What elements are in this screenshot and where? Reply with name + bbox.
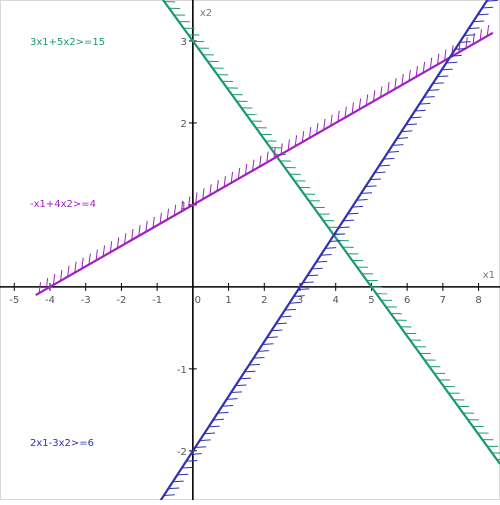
hatch-mark <box>209 426 220 427</box>
hatch-mark <box>469 28 480 29</box>
x-tick-label: 2 <box>261 295 267 306</box>
x-tick-label: 0 <box>195 295 201 306</box>
hatch-mark <box>433 83 444 84</box>
hatch-mark <box>289 303 300 304</box>
hatch-mark <box>218 412 229 413</box>
hatch-mark <box>410 117 421 118</box>
hatch-mark <box>451 55 462 56</box>
hatch-mark <box>357 200 368 201</box>
hatch-mark <box>258 351 269 352</box>
hatch-mark <box>307 275 318 276</box>
hatch-mark <box>294 296 305 297</box>
x-tick-label: 8 <box>475 295 481 306</box>
hatch-mark <box>182 467 193 468</box>
series-label: 2x1-3x2>=6 <box>30 438 94 449</box>
hatch-mark <box>164 495 175 496</box>
hatch-mark <box>437 76 448 77</box>
y-axis-label: x2 <box>200 8 212 19</box>
hatch-mark <box>442 69 453 70</box>
x-tick-label: -3 <box>81 295 91 306</box>
hatch-mark <box>253 357 264 358</box>
hatch-mark <box>245 371 256 372</box>
hatch-mark <box>339 227 350 228</box>
hatch-mark <box>343 220 354 221</box>
y-tick-label: 3 <box>180 37 186 48</box>
series-label: 3x1+5x2>=15 <box>30 37 105 48</box>
hatch-mark <box>200 440 211 441</box>
hatch-mark <box>191 454 202 455</box>
hatch-mark <box>262 344 273 345</box>
hatch-mark <box>370 179 381 180</box>
hatch-mark <box>383 158 394 159</box>
hatch-mark <box>428 90 439 91</box>
x-tick-label: -5 <box>9 295 19 306</box>
hatch-mark <box>379 165 390 166</box>
hatch-mark <box>375 172 386 173</box>
hatch-mark <box>478 14 489 15</box>
hatch-mark <box>227 399 238 400</box>
x-tick-label: -4 <box>45 295 55 306</box>
hatch-mark <box>298 289 309 290</box>
x-tick-label: -1 <box>152 295 162 306</box>
hatch-mark <box>312 268 323 269</box>
hatch-mark <box>231 392 242 393</box>
series-label: -x1+4x2>=4 <box>30 199 96 210</box>
hatch-mark <box>325 248 336 249</box>
hatch-mark <box>397 138 408 139</box>
hatch-mark <box>204 433 215 434</box>
hatch-mark <box>222 406 233 407</box>
hatch-mark <box>460 42 471 43</box>
hatch-mark <box>487 0 498 1</box>
hatch-mark <box>406 124 417 125</box>
hatch-mark <box>249 364 260 365</box>
hatch-mark <box>352 206 363 207</box>
hatch-mark <box>334 234 345 235</box>
hatch-mark <box>195 447 206 448</box>
hatch-mark <box>415 110 426 111</box>
hatch-mark <box>276 323 287 324</box>
hatch-mark <box>446 62 457 63</box>
hatch-mark <box>330 241 341 242</box>
hatch-mark <box>482 7 493 8</box>
hatch-mark <box>366 186 377 187</box>
x-tick-label: 6 <box>404 295 410 306</box>
x-tick-label: -2 <box>116 295 126 306</box>
hatch-mark <box>271 330 282 331</box>
x-tick-label: 4 <box>333 295 339 306</box>
y-tick-label: -1 <box>177 365 187 376</box>
hatch-mark <box>392 145 403 146</box>
y-tick-label: 2 <box>180 119 186 130</box>
y-tick-label: -2 <box>177 447 187 458</box>
hatch-mark <box>280 316 291 317</box>
hatch-mark <box>173 481 184 482</box>
hatch-mark <box>303 282 314 283</box>
hatch-mark <box>388 151 399 152</box>
hatch-mark <box>424 97 435 98</box>
x-axis-label: x1 <box>483 270 495 281</box>
x-tick-label: 1 <box>225 295 231 306</box>
x-tick-label: 7 <box>440 295 446 306</box>
hatch-mark <box>348 213 359 214</box>
hatch-mark <box>213 419 224 420</box>
hatch-mark <box>236 385 247 386</box>
hatch-mark <box>401 131 412 132</box>
hatch-mark <box>464 35 475 36</box>
hatch-mark <box>455 49 466 50</box>
hatch-mark <box>240 378 251 379</box>
hatch-mark <box>316 261 327 262</box>
hatch-mark <box>285 309 296 310</box>
hatch-mark <box>168 488 179 489</box>
hatch-mark <box>361 193 372 194</box>
hatch-mark <box>186 460 197 461</box>
hatch-mark <box>321 254 332 255</box>
hatch-mark <box>419 103 430 104</box>
hatch-mark <box>177 474 188 475</box>
hatch-mark <box>473 21 484 22</box>
hatch-mark <box>267 337 278 338</box>
x-tick-label: 5 <box>368 295 374 306</box>
